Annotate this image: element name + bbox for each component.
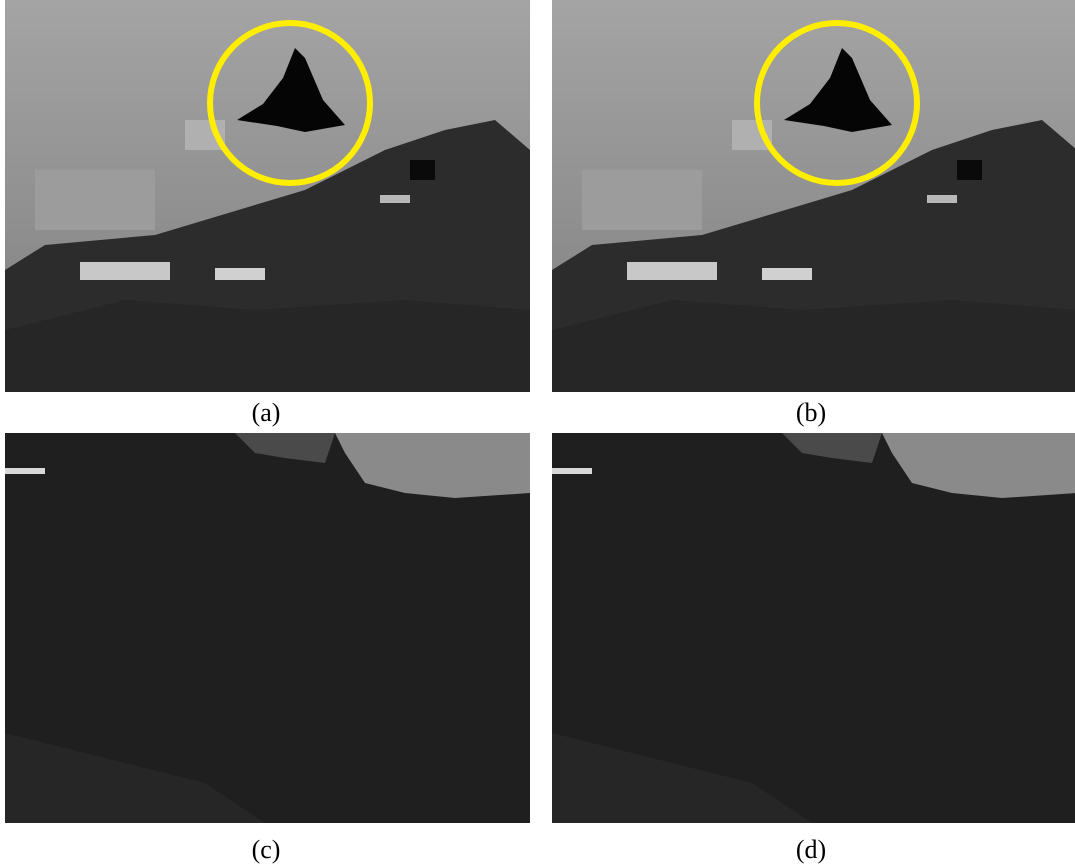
panel-label: (a) (252, 398, 281, 427)
panel-a-image (5, 0, 530, 392)
panel-b-image (552, 0, 1075, 392)
panel-d-image (552, 433, 1075, 823)
panel-label: (b) (796, 398, 826, 427)
panel-label: (c) (252, 835, 281, 864)
panel-c-image (5, 433, 530, 823)
panel-label: (d) (796, 835, 826, 864)
figure: (a) (b) (c) (d) (0, 0, 1075, 867)
